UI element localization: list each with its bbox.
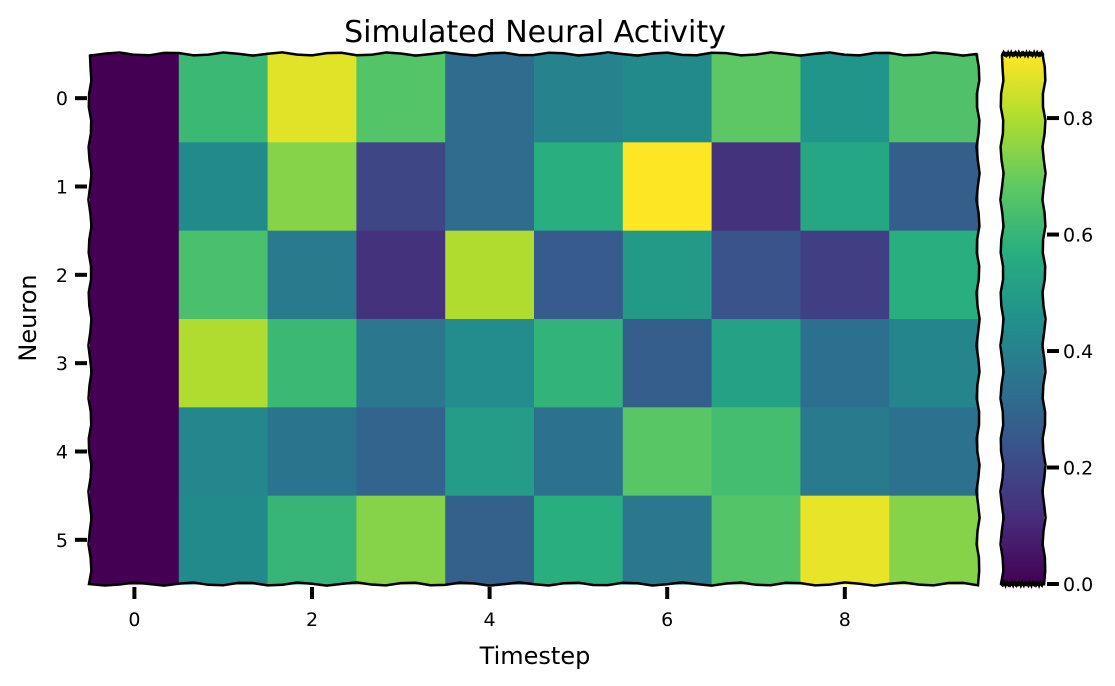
colorbar-ticks: 0.0 0.2 0.4 0.6 0.8 bbox=[1047, 108, 1093, 596]
heatmap-cell bbox=[800, 495, 890, 585]
heatmap-cell bbox=[889, 142, 979, 232]
heatmap-cell bbox=[90, 495, 180, 585]
y-tick-label: 5 bbox=[56, 530, 68, 552]
heatmap-cell bbox=[90, 54, 180, 143]
x-tick-label: 4 bbox=[484, 609, 496, 631]
heatmap-cell bbox=[90, 230, 180, 320]
y-axis-label: Neuron bbox=[14, 274, 42, 361]
heatmap-cell bbox=[356, 54, 446, 143]
colorbar-tick-label: 0.0 bbox=[1063, 574, 1093, 596]
x-tick-label: 8 bbox=[839, 609, 851, 631]
heatmap-cell bbox=[800, 230, 890, 320]
heatmap-cell bbox=[889, 495, 979, 585]
y-axis-ticks: 0 1 2 3 4 5 bbox=[56, 88, 87, 552]
heatmap-cell bbox=[445, 142, 535, 232]
heatmap-cell bbox=[534, 142, 624, 232]
heatmap-cell bbox=[534, 230, 624, 320]
heatmap-cell bbox=[534, 407, 624, 497]
heatmap-cell bbox=[445, 54, 535, 143]
y-tick-label: 1 bbox=[56, 177, 68, 199]
x-axis-label: Timestep bbox=[479, 642, 591, 670]
chart-title: Simulated Neural Activity bbox=[344, 15, 726, 50]
heatmap-cell bbox=[534, 54, 624, 143]
heatmap-cell bbox=[711, 407, 801, 497]
heatmap-cell bbox=[445, 230, 535, 320]
heatmap-cell bbox=[356, 495, 446, 585]
heatmap-cell bbox=[889, 230, 979, 320]
heatmap-cell bbox=[622, 230, 713, 320]
heatmap-cell bbox=[800, 319, 890, 408]
heatmap-cell bbox=[622, 319, 713, 408]
heatmap-cell bbox=[178, 495, 269, 585]
heatmap-cell bbox=[356, 319, 446, 408]
colorbar-tick-label: 0.2 bbox=[1063, 458, 1093, 480]
colorbar-frame bbox=[999, 48, 1047, 590]
heatmap-cell bbox=[622, 54, 713, 143]
heatmap-cells bbox=[90, 54, 979, 585]
heatmap-cell bbox=[800, 142, 890, 232]
heatmap-cell bbox=[711, 142, 801, 232]
heatmap-cell bbox=[622, 407, 713, 497]
heatmap-cell bbox=[622, 495, 713, 585]
heatmap-cell bbox=[267, 319, 357, 408]
heatmap-cell bbox=[889, 54, 979, 143]
colorbar-tick-label: 0.6 bbox=[1063, 225, 1093, 247]
x-tick-label: 6 bbox=[661, 609, 673, 631]
heatmap-cell bbox=[267, 495, 357, 585]
heatmap-cell bbox=[178, 54, 269, 143]
heatmap-cell bbox=[356, 142, 446, 232]
y-tick-label: 0 bbox=[56, 88, 68, 110]
plot-frame-halo bbox=[84, 48, 984, 590]
heatmap-cell bbox=[445, 407, 535, 497]
heatmap-cell bbox=[445, 319, 535, 408]
heatmap-cell bbox=[356, 407, 446, 497]
heatmap-cell bbox=[445, 495, 535, 585]
heatmap-cell bbox=[267, 54, 357, 143]
heatmap-cell bbox=[800, 54, 890, 143]
y-tick-label: 4 bbox=[56, 442, 68, 464]
heatmap-cell bbox=[90, 407, 180, 497]
heatmap-cell bbox=[534, 495, 624, 585]
colorbar-tick-label: 0.4 bbox=[1063, 341, 1093, 363]
heatmap-cell bbox=[90, 319, 180, 408]
x-axis-ticks: 0 2 4 6 8 bbox=[128, 587, 851, 631]
heatmap-cell bbox=[178, 230, 269, 320]
colorbar-gradient bbox=[1002, 54, 1044, 584]
heatmap-cell bbox=[178, 319, 269, 408]
heatmap-cell bbox=[90, 142, 180, 232]
plot-frame bbox=[87, 51, 981, 587]
heatmap-cell bbox=[267, 142, 357, 232]
heatmap-cell bbox=[356, 230, 446, 320]
y-tick-label: 3 bbox=[56, 353, 68, 375]
heatmap-cell bbox=[889, 407, 979, 497]
x-tick-label: 2 bbox=[306, 609, 318, 631]
heatmap-cell bbox=[711, 319, 801, 408]
heatmap-cell bbox=[178, 407, 269, 497]
colorbar: 0.0 0.2 0.4 0.6 0.8 bbox=[999, 48, 1093, 596]
colorbar-tick-label: 0.8 bbox=[1063, 108, 1093, 130]
heatmap-cell bbox=[267, 407, 357, 497]
x-tick-label: 0 bbox=[128, 609, 140, 631]
heatmap-cell bbox=[267, 230, 357, 320]
heatmap-cell bbox=[711, 495, 801, 585]
heatmap-cell bbox=[889, 319, 979, 408]
heatmap-cell bbox=[711, 54, 801, 143]
heatmap-cell bbox=[178, 142, 269, 232]
heatmap-cell bbox=[534, 319, 624, 408]
y-tick-label: 2 bbox=[56, 265, 68, 287]
heatmap-cell bbox=[711, 230, 801, 320]
heatmap-cell bbox=[622, 142, 713, 232]
heatmap-cell bbox=[800, 407, 890, 497]
